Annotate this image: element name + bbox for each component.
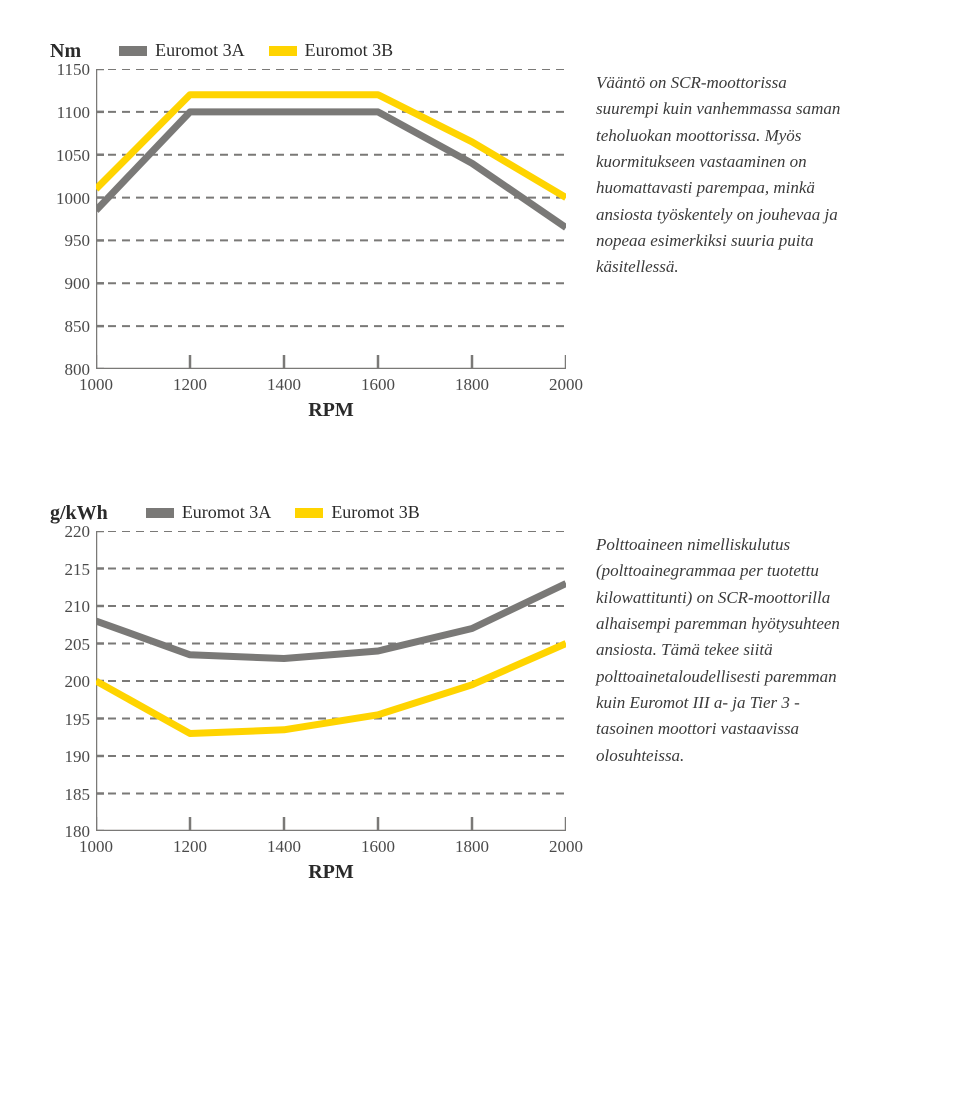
y-tick-label: 1100 <box>57 103 90 123</box>
fuel-xaxis: 100012001400160018002000 <box>96 837 566 859</box>
fuel-chart: g/kWh Euromot 3A Euromot 3B 220215210205… <box>50 502 566 884</box>
x-tick-label: 1200 <box>168 837 212 857</box>
y-tick-label: 220 <box>65 522 91 542</box>
fuel-yaxis: 220215210205200195190185180 <box>50 531 96 831</box>
legend-label-3a: Euromot 3A <box>182 502 272 523</box>
fuel-xlabel: RPM <box>96 861 566 884</box>
y-tick-label: 900 <box>65 274 91 294</box>
x-tick-label: 1200 <box>168 375 212 395</box>
y-tick-label: 1000 <box>56 189 90 209</box>
fuel-caption: Polttoaineen nimelliskulutus (polttoaine… <box>596 502 846 769</box>
legend-swatch-3b <box>295 508 323 518</box>
x-tick-label: 1600 <box>356 375 400 395</box>
y-tick-label: 1150 <box>57 60 90 80</box>
fuel-figure: g/kWh Euromot 3A Euromot 3B 220215210205… <box>50 502 910 884</box>
fuel-legend: Euromot 3A Euromot 3B <box>146 502 420 523</box>
x-tick-label: 1600 <box>356 837 400 857</box>
y-tick-label: 205 <box>65 635 91 655</box>
legend-label-3b: Euromot 3B <box>305 40 394 61</box>
torque-chart: Nm Euromot 3A Euromot 3B 115011001050100… <box>50 40 566 422</box>
y-tick-label: 185 <box>65 785 91 805</box>
y-tick-label: 215 <box>65 560 91 580</box>
y-tick-label: 190 <box>65 747 91 767</box>
x-tick-label: 2000 <box>544 837 588 857</box>
torque-xaxis: 100012001400160018002000 <box>96 375 566 397</box>
legend-swatch-3a <box>146 508 174 518</box>
legend-label-3a: Euromot 3A <box>155 40 245 61</box>
x-tick-label: 1000 <box>74 375 118 395</box>
y-tick-label: 195 <box>65 710 91 730</box>
x-tick-label: 1000 <box>74 837 118 857</box>
x-tick-label: 1800 <box>450 375 494 395</box>
legend-item-euromot-3b: Euromot 3B <box>269 40 394 61</box>
legend-item-euromot-3a: Euromot 3A <box>146 502 272 523</box>
torque-legend: Euromot 3A Euromot 3B <box>119 40 393 61</box>
torque-caption: Vääntö on SCR-moottorissa suurempi kuin … <box>596 40 846 281</box>
x-tick-label: 1800 <box>450 837 494 857</box>
torque-figure: Nm Euromot 3A Euromot 3B 115011001050100… <box>50 40 910 422</box>
x-tick-label: 2000 <box>544 375 588 395</box>
y-tick-label: 210 <box>65 597 91 617</box>
legend-swatch-3b <box>269 46 297 56</box>
torque-yaxis: 1150110010501000950900850800 <box>50 69 96 369</box>
legend-item-euromot-3a: Euromot 3A <box>119 40 245 61</box>
legend-item-euromot-3b: Euromot 3B <box>295 502 420 523</box>
torque-xlabel: RPM <box>96 399 566 422</box>
torque-plot <box>96 69 566 369</box>
y-tick-label: 850 <box>65 317 91 337</box>
legend-swatch-3a <box>119 46 147 56</box>
x-tick-label: 1400 <box>262 837 306 857</box>
y-tick-label: 1050 <box>56 146 90 166</box>
y-tick-label: 950 <box>65 231 91 251</box>
y-tick-label: 200 <box>65 672 91 692</box>
fuel-plot <box>96 531 566 831</box>
x-tick-label: 1400 <box>262 375 306 395</box>
legend-label-3b: Euromot 3B <box>331 502 420 523</box>
